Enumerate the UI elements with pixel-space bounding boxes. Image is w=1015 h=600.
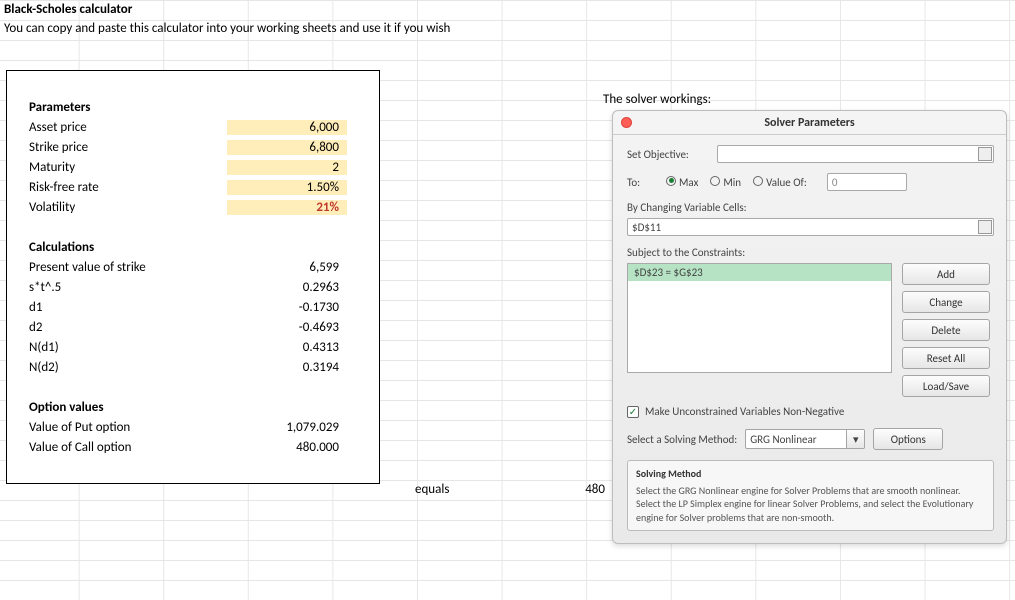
calc-d1-value: -0.1730 xyxy=(227,300,347,315)
calc-row: s*t^.50.2963 xyxy=(7,277,379,297)
load-save-button[interactable]: Load/Save xyxy=(902,375,990,397)
solving-method-title: Solving Method xyxy=(636,467,985,481)
constraint-item[interactable]: $D$23 = $G$23 xyxy=(628,264,891,281)
calc-row: N(d1)0.4313 xyxy=(7,337,379,357)
set-objective-label: Set Objective: xyxy=(627,148,717,161)
calc-pv-value: 6,599 xyxy=(227,260,347,275)
range-picker-icon[interactable] xyxy=(978,147,992,161)
param-row: Asset price6,000 xyxy=(7,117,379,137)
opt-call-value: 480.000 xyxy=(227,440,347,455)
delete-button[interactable]: Delete xyxy=(902,319,990,341)
dialog-title: Solver Parameters xyxy=(764,116,854,130)
solving-method-text: Select the GRG Nonlinear engine for Solv… xyxy=(636,484,985,525)
chevron-down-icon[interactable]: ▾ xyxy=(846,430,864,448)
calc-nd1-value: 0.4313 xyxy=(227,340,347,355)
equals-row: equals 480 xyxy=(385,479,615,499)
opt-row: Value of Put option1,079.029 xyxy=(7,417,379,437)
method-select[interactable]: GRG Nonlinear ▾ xyxy=(745,429,865,449)
param-row: Volatility21% xyxy=(7,197,379,217)
page-title: Black-Scholes calculator xyxy=(4,2,450,17)
header: Black-Scholes calculator You can copy an… xyxy=(4,2,450,36)
constraints-label: Subject to the Constraints: xyxy=(627,246,994,259)
radio-min[interactable]: Min xyxy=(710,176,741,189)
calc-nd1-label: N(d1) xyxy=(7,340,227,355)
blank-row xyxy=(7,217,379,237)
param-maturity-label: Maturity xyxy=(7,160,227,175)
calculator-panel: Parameters Asset price6,000 Strike price… xyxy=(6,70,380,484)
set-objective-input[interactable] xyxy=(717,145,994,163)
calc-d2-value: -0.4693 xyxy=(227,320,347,335)
param-row: Maturity2 xyxy=(7,157,379,177)
options-heading: Option values xyxy=(7,400,227,415)
radio-max[interactable]: Max xyxy=(666,176,698,189)
blank-row xyxy=(7,377,379,397)
param-asset-value[interactable]: 6,000 xyxy=(227,120,347,135)
method-value: GRG Nonlinear xyxy=(750,433,816,446)
calc-row: d1-0.1730 xyxy=(7,297,379,317)
calc-nd2-label: N(d2) xyxy=(7,360,227,375)
constraints-list[interactable]: $D$23 = $G$23 xyxy=(627,263,892,373)
param-volatility-value[interactable]: 21% xyxy=(227,200,347,215)
solver-dialog: Solver Parameters Set Objective: To: Max… xyxy=(612,110,1007,544)
param-strike-label: Strike price xyxy=(7,140,227,155)
calc-row: d2-0.4693 xyxy=(7,317,379,337)
param-rate-label: Risk-free rate xyxy=(7,180,227,195)
opt-row: Value of Call option480.000 xyxy=(7,437,379,457)
param-row: Strike price6,800 xyxy=(7,137,379,157)
by-changing-label: By Changing Variable Cells: xyxy=(627,201,994,214)
options-button[interactable]: Options xyxy=(873,428,943,450)
blank-row xyxy=(7,77,379,97)
param-maturity-value[interactable]: 2 xyxy=(227,160,347,175)
solver-workings-label: The solver workings: xyxy=(603,92,711,107)
close-icon[interactable] xyxy=(621,117,632,128)
param-strike-value[interactable]: 6,800 xyxy=(227,140,347,155)
calc-row: N(d2)0.3194 xyxy=(7,357,379,377)
calc-st-value: 0.2963 xyxy=(227,280,347,295)
calculations-heading: Calculations xyxy=(7,240,227,255)
add-button[interactable]: Add xyxy=(902,263,990,285)
reset-all-button[interactable]: Reset All xyxy=(902,347,990,369)
calc-pv-label: Present value of strike xyxy=(7,260,227,275)
range-picker-icon[interactable] xyxy=(978,220,992,234)
opt-put-value: 1,079.029 xyxy=(227,420,347,435)
nonneg-label: Make Unconstrained Variables Non-Negativ… xyxy=(645,405,844,418)
equals-value: 480 xyxy=(475,482,605,497)
opt-put-label: Value of Put option xyxy=(7,420,227,435)
param-rate-value[interactable]: 1.50% xyxy=(227,180,347,195)
solving-method-panel: Solving Method Select the GRG Nonlinear … xyxy=(627,460,994,531)
by-changing-input[interactable]: $D$11 xyxy=(627,218,994,236)
nonneg-checkbox[interactable] xyxy=(627,406,639,418)
calc-st-label: s*t^.5 xyxy=(7,280,227,295)
calc-d1-label: d1 xyxy=(7,300,227,315)
param-row: Risk-free rate1.50% xyxy=(7,177,379,197)
param-asset-label: Asset price xyxy=(7,120,227,135)
method-label: Select a Solving Method: xyxy=(627,433,737,446)
parameters-heading: Parameters xyxy=(7,100,227,115)
param-volatility-label: Volatility xyxy=(7,200,227,215)
radio-valueof[interactable]: Value Of: xyxy=(753,176,807,189)
dialog-titlebar[interactable]: Solver Parameters xyxy=(613,111,1006,135)
by-changing-value: $D$11 xyxy=(632,221,661,234)
to-label: To: xyxy=(627,176,662,189)
equals-label: equals xyxy=(385,482,475,497)
change-button[interactable]: Change xyxy=(902,291,990,313)
calc-d2-label: d2 xyxy=(7,320,227,335)
page-subtitle: You can copy and paste this calculator i… xyxy=(4,21,450,36)
valueof-input[interactable]: 0 xyxy=(827,173,907,191)
blank-row xyxy=(7,457,379,477)
calc-row: Present value of strike6,599 xyxy=(7,257,379,277)
opt-call-label: Value of Call option xyxy=(7,440,227,455)
calc-nd2-value: 0.3194 xyxy=(227,360,347,375)
